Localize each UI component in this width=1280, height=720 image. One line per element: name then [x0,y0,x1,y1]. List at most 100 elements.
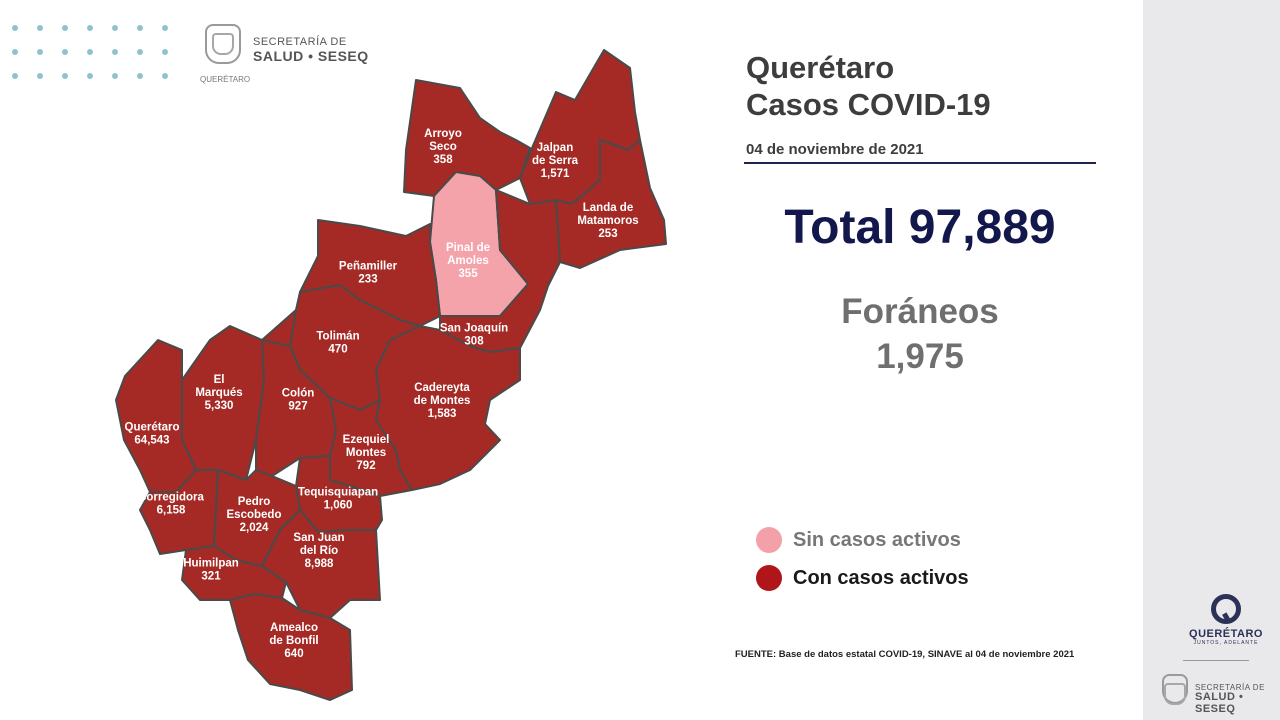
footer-secretaria-line1: SECRETARÍA DE [1195,683,1265,692]
secretaria-line2: SALUD • SESEQ [253,47,369,64]
decor-dot [162,49,168,55]
municipality-cases-landa-de-matamoros: 253 [598,228,617,240]
decor-dot [162,25,168,31]
municipality-name-san-joaquin: San Joaquín [440,323,508,335]
municipality-name-arroyo-seco: Arroyo [424,128,462,140]
queretaro-logo: QUERÉTARO JUNTOS, ADELANTE [1186,594,1266,646]
municipality-cases-pinal-de-amoles: 355 [458,268,478,280]
municipality-arroyo-seco [403,79,531,197]
municipality-name-jalpan-de-serra: Jalpan [537,142,573,154]
decor-dot [137,73,143,79]
queretaro-logo-tagline: JUNTOS, ADELANTE [1193,640,1259,646]
municipality-amealco-de-bonfil [229,593,353,701]
municipality-name-pinal-de-amoles: Pinal de [446,242,490,254]
queretaro-logo-name: QUERÉTARO [1189,628,1263,640]
decor-dot [137,25,143,31]
municipality-name-pedro-escobedo: Pedro [238,496,271,508]
seal-caption: QUERÉTARO [200,75,251,84]
municipality-name-corregidora: Corregidora [138,492,204,504]
municipality-cases-amealco-de-bonfil: 640 [284,648,303,660]
legend-item-sin-casos: Sin casos activos [756,527,961,553]
legend-item-con-casos: Con casos activos [756,565,969,591]
municipality-name-el-marques: El [214,374,225,386]
municipality-cases-cadereyta-de-montes: 1,583 [428,408,457,420]
decor-dot [37,49,43,55]
municipality-name-queretaro: Querétaro [125,422,180,434]
municipality-name-el-marques: Marqués [195,387,242,399]
municipality-name-huimilpan: Huimilpan [183,558,239,570]
municipality-name-pedro-escobedo: Escobedo [227,509,282,521]
total-cases: Total 97,889 [784,201,1056,254]
municipality-cases-san-joaquin: 308 [464,336,484,348]
municipality-cases-penamiller: 233 [358,274,377,286]
title-divider [744,162,1096,164]
municipality-cases-queretaro: 64,543 [134,435,169,447]
decor-dot [137,49,143,55]
decor-dot [62,25,68,31]
municipality-name-san-juan-del-rio: del Río [300,545,338,557]
municipality-cases-pedro-escobedo: 2,024 [240,522,269,534]
decor-dot [112,49,118,55]
state-seal-icon [205,24,241,64]
municipality-name-jalpan-de-serra: de Serra [532,155,579,167]
decor-dot [12,49,18,55]
footer-divider [1183,660,1249,661]
source-note: FUENTE: Base de datos estatal COVID-19, … [735,649,1075,660]
title-covid: Casos COVID-19 [746,87,991,122]
municipality-name-landa-de-matamoros: Landa de [583,202,633,214]
municipality-name-amealco-de-bonfil: de Bonfil [269,635,318,647]
decor-dot [62,49,68,55]
foraneos-label: Foráneos [841,292,999,331]
municipality-cases-el-marques: 5,330 [205,400,234,412]
footer-seal-icon [1162,674,1188,704]
municipality-name-toliman: Tolimán [316,331,359,343]
right-side-panel [1143,0,1280,720]
municipality-cases-ezequiel-montes: 792 [356,460,375,472]
decor-dot [87,25,93,31]
legend-label-no-active: Sin casos activos [793,528,961,551]
queretaro-q-icon [1211,594,1241,624]
municipality-name-pinal-de-amoles: Amoles [447,255,489,267]
decor-dot [12,73,18,79]
municipality-cases-huimilpan: 321 [201,571,221,583]
footer-secretaria-logo: SECRETARÍA DE SALUD • SESEQ [1195,683,1280,715]
municipality-cases-jalpan-de-serra: 1,571 [541,168,570,180]
foraneos-value: 1,975 [876,337,964,376]
report-date: 04 de noviembre de 2021 [746,141,924,158]
municipality-name-arroyo-seco: Seco [429,141,457,153]
municipality-cases-toliman: 470 [328,344,347,356]
decor-dot [12,25,18,31]
legend-swatch-no-active [756,527,782,553]
decor-dot [87,73,93,79]
decor-dot [37,73,43,79]
municipality-name-amealco-de-bonfil: Amealco [270,622,318,634]
municipality-cases-san-juan-del-rio: 8,988 [305,558,334,570]
secretaria-line1: SECRETARÍA DE [253,36,347,48]
decor-dot [162,73,168,79]
municipality-cases-arroyo-seco: 358 [433,154,453,166]
decor-dot [37,25,43,31]
municipality-name-cadereyta-de-montes: Cadereyta [414,382,470,394]
municipality-name-cadereyta-de-montes: de Montes [414,395,471,407]
municipality-cases-tequisquiapan: 1,060 [324,500,353,512]
legend-swatch-active [756,565,782,591]
municipality-name-ezequiel-montes: Montes [346,447,386,459]
municipality-name-tequisquiapan: Tequisquiapan [298,487,378,499]
decor-dot [62,73,68,79]
decor-dot [112,73,118,79]
municipality-name-ezequiel-montes: Ezequiel [343,434,390,446]
legend-label-active: Con casos activos [793,566,969,589]
footer-secretaria-line2: SALUD • SESEQ [1195,691,1244,715]
municipality-cases-colon: 927 [288,401,307,413]
municipality-name-san-juan-del-rio: San Juan [293,532,344,544]
municipality-name-landa-de-matamoros: Matamoros [577,215,638,227]
secretaria-logo-text: SECRETARÍA DE SALUD • SESEQ [253,36,369,64]
municipality-name-colon: Colón [282,388,315,400]
decor-dot [112,25,118,31]
municipality-cases-corregidora: 6,158 [157,505,186,517]
municipality-landa-de-matamoros [555,139,667,269]
title-state: Querétaro [746,50,895,85]
municipality-name-penamiller: Peñamiller [339,261,398,273]
decor-dot [87,49,93,55]
